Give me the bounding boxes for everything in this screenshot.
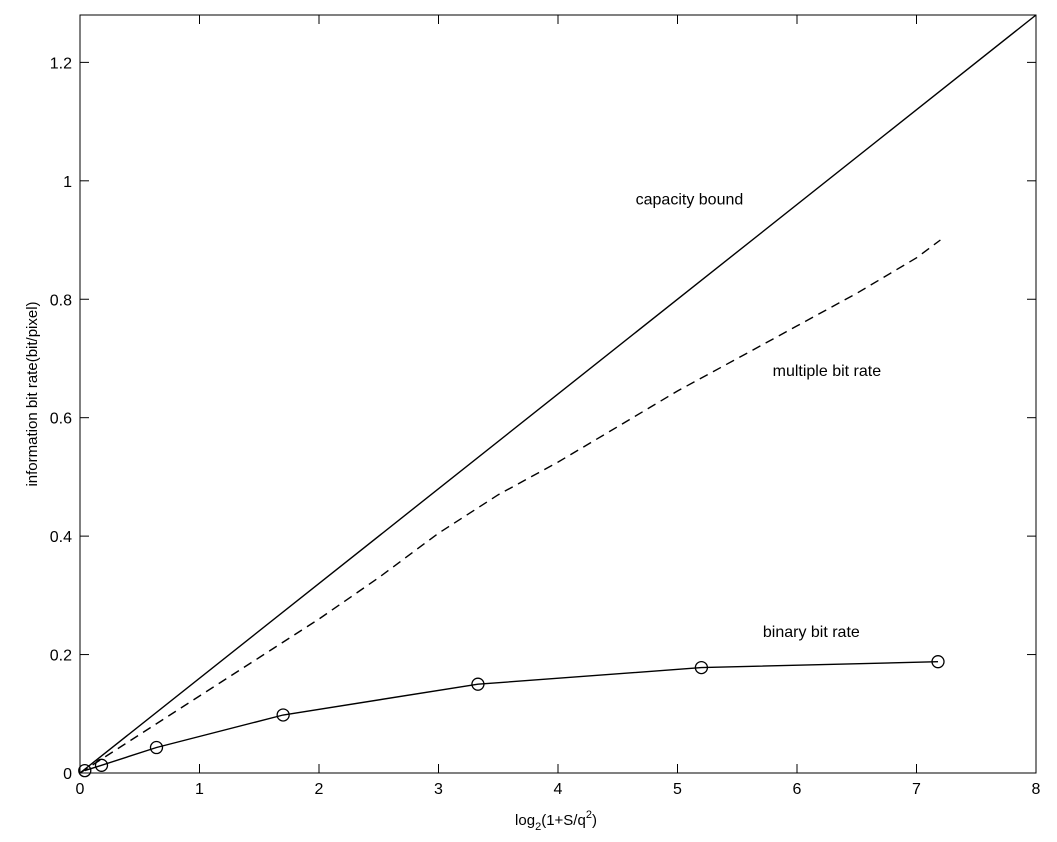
y-tick-labels: 0 0.2 0.4 0.6 0.8 1 1.2 (50, 55, 72, 783)
data-point-marker (471, 677, 485, 691)
y-tick-label: 0.4 (50, 529, 72, 546)
series-annotation: binary bit rate (763, 624, 860, 641)
y-axis-label: information bit rate(bit/pixel) (24, 301, 41, 486)
annotations: capacity bound multiple bit rate binary bi… (636, 192, 882, 641)
series-markers (78, 655, 945, 778)
data-point-marker (694, 660, 709, 675)
data-point-marker (78, 763, 92, 778)
x-tick-label: 2 (315, 781, 324, 798)
series-lines (79, 14, 1037, 774)
x-tick-label: 7 (912, 781, 921, 798)
x-tick-labels: 0 1 2 3 4 5 6 7 8 (76, 781, 1041, 798)
series-line-2 (79, 239, 941, 774)
data-point-marker (94, 758, 109, 772)
data-point-marker (931, 655, 945, 669)
series-line-3 (84, 661, 939, 772)
series-line-1 (79, 14, 1037, 774)
x-axis-label: log2(1+S/q2) (515, 809, 597, 833)
x-axis-label-main: log (515, 812, 535, 829)
series-annotation: capacity bound (636, 192, 744, 209)
x-axis-label-sub: 2 (535, 821, 541, 833)
y-tick-label: 1 (63, 174, 72, 191)
x-tick-label: 6 (793, 781, 802, 798)
x-axis-label-close: ) (592, 812, 597, 829)
x-tick-label: 3 (434, 781, 443, 798)
y-tick-label: 0 (63, 766, 72, 783)
y-tick-label: 1.2 (50, 55, 72, 72)
data-point-marker (276, 708, 290, 722)
x-axis-label-sup: 2 (586, 809, 592, 821)
axis-ticks (79, 15, 1037, 774)
x-axis-label-rest: (1+S/q (541, 812, 586, 829)
y-tick-label: 0.6 (50, 411, 72, 428)
x-tick-label: 1 (195, 781, 204, 798)
data-point-marker (149, 740, 164, 755)
series-annotation: multiple bit rate (773, 363, 882, 380)
x-tick-label: 4 (554, 781, 563, 798)
y-tick-label: 0.2 (50, 648, 72, 665)
x-tick-label: 0 (76, 781, 85, 798)
y-tick-label: 0.8 (50, 292, 72, 309)
x-tick-label: 5 (673, 781, 682, 798)
x-tick-label: 8 (1032, 781, 1041, 798)
